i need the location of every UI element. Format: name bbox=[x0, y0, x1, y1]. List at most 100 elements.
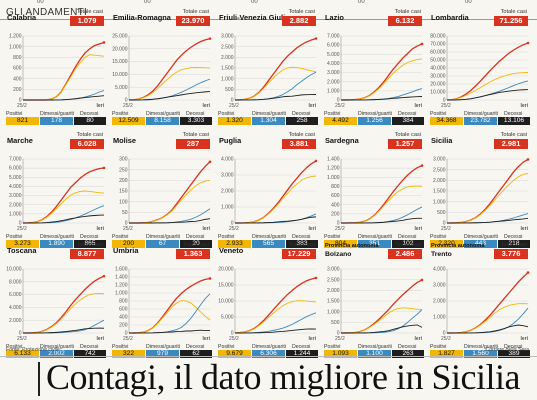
y-tick-label: 200 bbox=[331, 211, 340, 217]
stat-value-dimessi: 979 bbox=[146, 350, 179, 358]
total-cases-label: Totale casi bbox=[500, 132, 527, 138]
stat-label-dimessi: Dimessi/guariti bbox=[358, 234, 393, 240]
line-plot: 25.000 20.000 15.000 10.000 5.000 025/2 Ieri bbox=[112, 34, 212, 109]
series-decessi-line bbox=[129, 218, 211, 224]
series-dimessi-line bbox=[341, 206, 423, 224]
y-tick-label: 0 bbox=[125, 331, 128, 337]
region-name: Friuli-Venezia Giulia bbox=[219, 13, 290, 22]
line-plot: 7.000 6.000 5.000 4.000 3.000 2.000 1.000 025/2… bbox=[327, 34, 424, 109]
y-tick-label: 1.400 bbox=[327, 157, 340, 163]
x-start-label: 25/2 bbox=[441, 226, 451, 232]
stat-value-dimessi: 178 bbox=[40, 117, 73, 125]
stat-label-decessi: Decessi bbox=[398, 344, 417, 350]
stat-label-positivi: Positivi bbox=[430, 234, 447, 240]
top-strip-label: 00 bbox=[144, 0, 151, 5]
x-start-label: 25/2 bbox=[441, 103, 451, 109]
series-totale-line bbox=[234, 160, 317, 224]
series-totale-line bbox=[23, 41, 105, 101]
stat-value-dimessi: 1.100 bbox=[358, 350, 391, 358]
series-totale-line bbox=[340, 43, 423, 101]
stat-value-positivi: 34.368 bbox=[430, 117, 463, 125]
series-decessi-line bbox=[235, 94, 317, 101]
stat-value-positivi: 804 bbox=[324, 240, 357, 248]
stat-value-positivi: 200 bbox=[112, 240, 145, 248]
region-name: Provincia autonoma Trento bbox=[431, 243, 485, 258]
y-tick-label: 0 bbox=[19, 98, 22, 104]
y-tick-label: 600 bbox=[13, 66, 22, 72]
x-end-label: Ieri bbox=[96, 226, 104, 232]
y-tick-label: 300 bbox=[119, 157, 128, 163]
stats-row: Positivi Dimessi/guariti Decessi 804 351 102 bbox=[324, 234, 424, 248]
total-end-dot bbox=[314, 37, 318, 40]
x-start-label: 25/2 bbox=[123, 336, 133, 342]
stat-label-decessi: Decessi bbox=[398, 111, 417, 117]
y-tick-label: 1.000 bbox=[433, 199, 446, 205]
series-positivi-line bbox=[234, 66, 317, 101]
y-tick-label: 25.000 bbox=[112, 34, 128, 40]
total-cases-label: Totale casi bbox=[394, 9, 421, 15]
total-cases-badge: 287 bbox=[176, 139, 210, 149]
series-decessi-line bbox=[23, 95, 105, 101]
y-tick-label: 5.000 bbox=[221, 315, 234, 321]
stats-row: Positivi Dimessi/guariti Decessi 1.320 1.304… bbox=[218, 111, 318, 125]
stat-label-decessi: Decessi bbox=[292, 234, 311, 240]
stats-row: Positivi Dimessi/guariti Decessi 1.093 1.100… bbox=[324, 344, 424, 358]
line-plot: 20.000 15.000 10.000 5.000 025/2 Ieri bbox=[218, 267, 318, 342]
region-chart-molise: Molise Totale casi 287 300 250 200 150 100 50 0 25… bbox=[112, 132, 212, 248]
stat-value-decessi: 384 bbox=[392, 117, 424, 125]
x-end-label: Ieri bbox=[414, 336, 422, 342]
stat-label-dimessi: Dimessi/guariti bbox=[358, 344, 393, 350]
stat-label-dimessi: Dimessi/guariti bbox=[40, 111, 75, 117]
y-tick-label: 0 bbox=[19, 331, 22, 337]
line-plot: 300 250 200 150 100 50 025/2 Ieri bbox=[119, 157, 212, 232]
stat-value-decessi: 742 bbox=[74, 350, 106, 358]
stat-label-dimessi: Dimessi/guariti bbox=[40, 344, 75, 350]
series-dimessi-line bbox=[447, 307, 529, 334]
y-tick-label: 200 bbox=[13, 87, 22, 93]
y-tick-label: 100 bbox=[119, 199, 128, 205]
stat-value-positivi: 322 bbox=[112, 350, 145, 358]
total-cases-badge: 2.882 bbox=[282, 16, 316, 26]
total-end-dot bbox=[208, 160, 212, 164]
y-tick-label: 4.000 bbox=[433, 267, 446, 273]
total-end-dot bbox=[314, 159, 318, 163]
stat-label-dimessi: Dimessi/guariti bbox=[464, 111, 499, 117]
total-end-dot bbox=[420, 42, 424, 46]
region-name: Sardegna bbox=[325, 136, 359, 145]
stat-label-dimessi: Dimessi/guariti bbox=[464, 344, 499, 350]
stat-label-dimessi: Dimessi/guariti bbox=[146, 234, 181, 240]
x-start-label: 25/2 bbox=[123, 226, 133, 232]
stats-row: Positivi Dimessi/guariti Decessi 6.133 2.002… bbox=[6, 344, 106, 358]
stat-value-dimessi: 443 bbox=[464, 240, 497, 248]
stat-value-positivi: 1.827 bbox=[430, 350, 463, 358]
x-end-label: Ieri bbox=[414, 103, 422, 109]
headline: Contagi, il dato migliore in Sicilia bbox=[46, 357, 520, 397]
y-tick-label: 3.000 bbox=[221, 34, 234, 40]
stat-label-positivi: Positivi bbox=[112, 111, 129, 117]
y-tick-label: 80.000 bbox=[430, 34, 446, 40]
y-tick-label: 150 bbox=[119, 189, 128, 195]
series-positivi-line bbox=[446, 173, 529, 224]
series-dimessi-line bbox=[23, 90, 105, 101]
region-name: Lazio bbox=[325, 13, 344, 22]
stat-value-positivi: 12.509 bbox=[112, 117, 145, 125]
total-cases-label: Totale casi bbox=[182, 242, 209, 248]
line-plot: 3.000 2.500 2.000 1.500 1.000 500 025/2 Ieri bbox=[327, 267, 424, 342]
x-start-label: 25/2 bbox=[335, 226, 345, 232]
y-tick-label: 200 bbox=[119, 178, 128, 184]
stat-value-decessi: 3.303 bbox=[180, 117, 212, 125]
y-tick-label: 4.000 bbox=[221, 157, 234, 163]
y-tick-label: 2.500 bbox=[221, 44, 234, 50]
series-dimessi-line bbox=[23, 319, 105, 334]
bottom-rule bbox=[0, 356, 537, 357]
series-dimessi-line bbox=[234, 312, 317, 334]
y-tick-label: 1.000 bbox=[433, 315, 446, 321]
stat-value-dimessi: 6.306 bbox=[252, 350, 285, 358]
stat-value-decessi: 62 bbox=[180, 350, 212, 358]
y-tick-label: 0 bbox=[231, 221, 234, 227]
stat-label-decessi: Decessi bbox=[504, 344, 523, 350]
region-name: Emilia-Romagna bbox=[113, 13, 171, 22]
y-tick-label: 1.200 bbox=[327, 166, 340, 172]
line-plot: 10.000 8.000 6.000 4.000 2.000 025/2 Ieri bbox=[6, 267, 106, 342]
y-tick-label: 3.000 bbox=[433, 283, 446, 289]
